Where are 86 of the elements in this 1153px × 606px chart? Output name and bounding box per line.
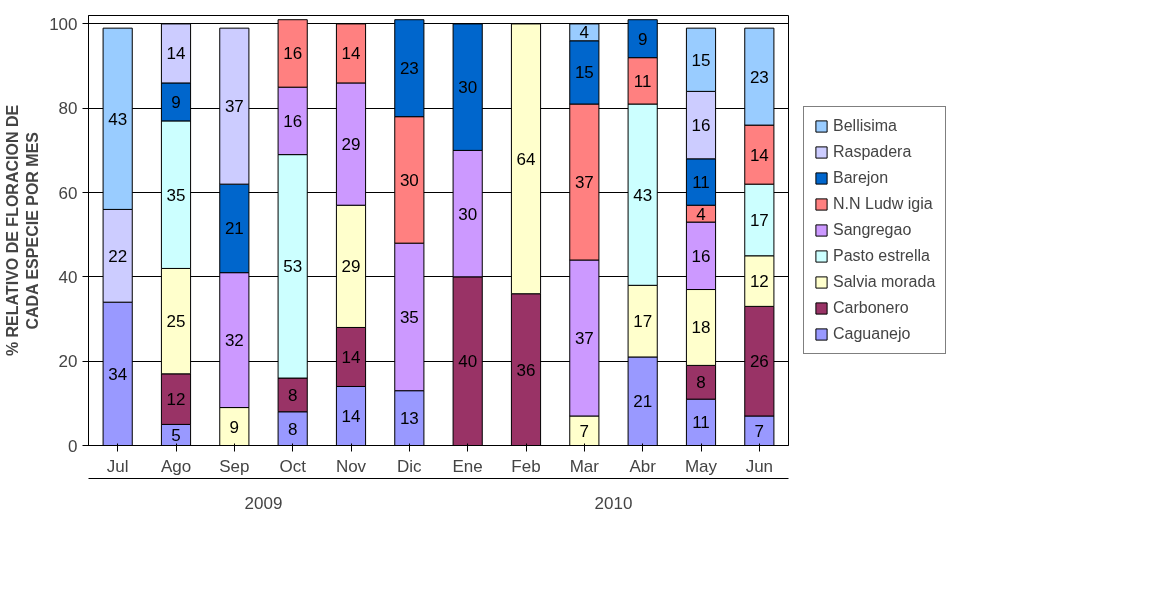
data-label: 35 (399, 307, 419, 327)
y-tick-label: 20 (58, 352, 78, 372)
data-label: 9 (171, 92, 181, 112)
data-label: 9 (637, 29, 648, 49)
data-label: 36 (516, 360, 536, 380)
data-label: 21 (633, 392, 653, 412)
data-label: 30 (458, 204, 478, 224)
data-label: 4 (696, 204, 706, 224)
legend-label: Barejon (833, 169, 889, 187)
data-label: 17 (749, 210, 769, 230)
data-label: 16 (283, 111, 303, 131)
x-tick-label: Abr (629, 456, 657, 476)
data-label: 14 (341, 44, 361, 64)
data-label: 64 (516, 149, 536, 169)
x-tick-label: Mar (569, 456, 600, 476)
data-label: 30 (458, 78, 478, 98)
data-label: 26 (749, 352, 769, 372)
data-label: 21 (224, 219, 244, 239)
x-tick-label: Jun (745, 456, 774, 476)
legend-label: N.N Ludw igia (833, 195, 933, 213)
legend-label: Salvia morada (833, 273, 936, 291)
data-label: 37 (574, 173, 594, 193)
y-tick-label: 40 (58, 267, 78, 287)
text: 2010 (594, 493, 633, 513)
data-label: 37 (574, 329, 594, 348)
data-label: 30 (399, 170, 419, 190)
data-label: 7 (754, 421, 765, 441)
y-tick-label: 100 (49, 14, 78, 34)
data-label: 32 (224, 331, 244, 351)
data-label: 23 (399, 59, 419, 79)
data-label: 11 (692, 173, 710, 193)
data-label: 17 (633, 312, 653, 332)
data-label: 14 (341, 406, 361, 426)
y-axis-title: % RELATIVO DE FLORACION DE CADA ESPECIE POR MES (3, 104, 42, 357)
data-label: 14 (341, 347, 361, 367)
x-tick-label: May (684, 456, 718, 476)
data-label: 16 (691, 246, 711, 266)
data-label: 8 (696, 373, 706, 393)
x-tick-label: Ago (160, 456, 192, 476)
legend-label: Pasto estrella (833, 247, 930, 265)
data-label: 7 (579, 421, 590, 441)
data-label: 22 (108, 246, 128, 266)
data-label: 34 (108, 364, 128, 384)
y-tick-label: 0 (68, 436, 78, 456)
data-label: 53 (283, 257, 303, 277)
data-label: 16 (691, 116, 711, 136)
data-label: 40 (458, 352, 478, 372)
data-label: 9 (229, 417, 240, 437)
data-label: 13 (399, 409, 419, 429)
legend-label: Caguanejo (833, 325, 911, 343)
data-label: 37 (224, 97, 244, 117)
data-label: 4 (579, 23, 590, 43)
data-label: 25 (166, 312, 186, 332)
data-label: 11 (692, 413, 710, 433)
data-label: 18 (691, 318, 711, 338)
legend-label: Raspadera (833, 143, 912, 161)
x-tick-label: Dic (397, 456, 423, 476)
y-tick-label: 80 (58, 99, 78, 119)
data-label: 8 (287, 419, 298, 439)
data-label: 12 (166, 390, 186, 410)
x-tick-label: Oct (279, 456, 307, 476)
data-label: 11 (633, 71, 652, 91)
x-tick-label: Jul (106, 456, 129, 476)
data-label: 5 (171, 425, 181, 445)
data-label: 15 (574, 63, 594, 83)
x-tick-label: Sep (219, 456, 250, 476)
legend-label: Bellisima (833, 117, 898, 135)
data-label: 14 (166, 44, 186, 64)
data-label: 29 (341, 135, 361, 155)
legend-label: Sangregao (833, 221, 912, 239)
data-label: 43 (633, 185, 653, 205)
data-label: 43 (108, 109, 128, 129)
y-tick-label: 60 (58, 183, 78, 203)
data-label: 8 (287, 385, 298, 405)
legend-label: Carbonero (833, 299, 909, 317)
text: 2009 (244, 493, 283, 513)
data-label: 15 (691, 50, 711, 70)
data-label: 12 (749, 272, 769, 292)
data-label: 23 (749, 67, 769, 87)
x-tick-label: Nov (335, 456, 367, 476)
data-label: 16 (283, 44, 303, 64)
x-tick-label: Ene (452, 456, 483, 476)
data-label: 14 (749, 145, 769, 165)
x-tick-label: Feb (511, 456, 541, 476)
data-label: 29 (341, 257, 361, 277)
data-label: 35 (166, 185, 186, 205)
